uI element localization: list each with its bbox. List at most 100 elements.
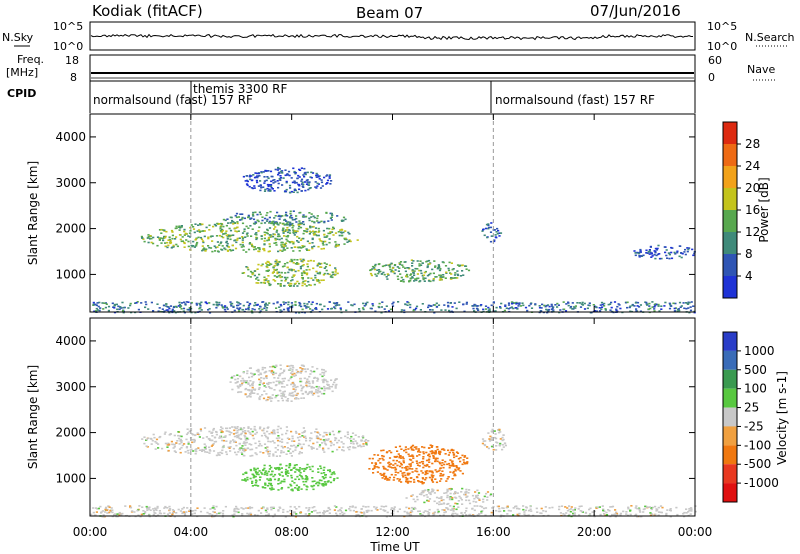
velocity-echo-cell bbox=[277, 394, 280, 396]
velocity-echo-cell bbox=[281, 441, 284, 443]
velocity-echo-cell bbox=[259, 381, 262, 384]
velocity-echo-cell bbox=[393, 455, 396, 458]
power-echo-cell bbox=[305, 269, 308, 271]
velocity-echo-cell bbox=[266, 398, 269, 401]
power-echo-cell bbox=[272, 266, 275, 268]
power-echo-cell bbox=[438, 269, 442, 272]
power-echo-cell bbox=[213, 245, 216, 247]
velocity-echo-cell bbox=[380, 474, 383, 476]
power-echo-cell bbox=[679, 245, 682, 247]
power-echo-cell bbox=[303, 283, 306, 285]
power-echo-cell bbox=[489, 240, 493, 243]
power-echo-cell bbox=[307, 301, 311, 303]
noise-tick-left-bottom: 10^0 bbox=[53, 40, 83, 53]
velocity-echo-cell bbox=[208, 438, 211, 440]
velocity-echo-cell bbox=[270, 431, 273, 434]
velocity-echo-cell bbox=[289, 505, 292, 508]
power-echo-cell bbox=[687, 307, 690, 309]
velocity-echo-cell bbox=[268, 433, 271, 435]
velocity-echo-cell bbox=[494, 433, 497, 435]
velocity-echo-cell bbox=[316, 378, 320, 380]
velocity-echo-cell bbox=[386, 469, 389, 471]
power-echo-cell bbox=[221, 245, 224, 247]
power-colorbar-tick-label: 24 bbox=[745, 159, 760, 173]
velocity-echo-cell bbox=[418, 465, 421, 467]
power-echo-cell bbox=[685, 307, 688, 310]
velocity-echo-cell bbox=[179, 435, 182, 437]
power-echo-cell bbox=[308, 233, 311, 235]
power-echo-cell bbox=[658, 253, 661, 255]
velocity-echo-cell bbox=[311, 465, 314, 468]
power-echo-cell bbox=[178, 301, 181, 304]
velocity-echo-cell bbox=[407, 453, 410, 456]
power-echo-cell bbox=[322, 244, 325, 246]
power-echo-cell bbox=[312, 267, 315, 270]
velocity-echo-cell bbox=[605, 514, 609, 516]
velocity-echo-cell bbox=[450, 461, 454, 463]
power-echo-cell bbox=[282, 232, 285, 234]
power-echo-cell bbox=[265, 307, 269, 309]
velocity-echo-cell bbox=[321, 375, 324, 378]
power-echo-cell bbox=[144, 306, 147, 309]
power-echo-cell bbox=[218, 244, 221, 246]
power-echo-cell bbox=[389, 268, 392, 271]
velocity-echo-cell bbox=[425, 470, 429, 472]
velocity-echo-cell bbox=[424, 470, 427, 473]
power-echo-cell bbox=[418, 263, 421, 265]
velocity-echo-cell bbox=[328, 385, 331, 388]
power-echo-cell bbox=[373, 267, 376, 269]
velocity-echo-cell bbox=[330, 379, 333, 381]
velocity-echo-cell bbox=[184, 451, 187, 453]
velocity-echo-cell bbox=[382, 473, 385, 475]
power-echo-cell bbox=[273, 233, 276, 236]
velocity-echo-cell bbox=[296, 488, 299, 490]
power-echo-cell bbox=[227, 246, 231, 248]
velocity-echo-cell bbox=[316, 431, 319, 434]
velocity-echo-cell bbox=[411, 510, 414, 513]
power-echo-cell bbox=[433, 311, 436, 314]
velocity-echo-cell bbox=[333, 505, 336, 507]
velocity-echo-cell bbox=[388, 479, 391, 481]
velocity-echo-cell bbox=[298, 469, 301, 471]
velocity-echo-cell bbox=[164, 431, 167, 434]
power-echo-cell bbox=[257, 185, 260, 187]
velocity-echo-cell bbox=[304, 382, 308, 384]
power-echo-cell bbox=[626, 301, 629, 304]
power-echo-cell bbox=[318, 281, 321, 284]
velocity-echo-cell bbox=[328, 433, 332, 436]
power-echo-cell bbox=[320, 181, 324, 184]
power-echo-cell bbox=[300, 260, 303, 262]
velocity-echo-cell bbox=[264, 484, 267, 486]
velocity-echo-cell bbox=[272, 381, 275, 384]
power-echo-cell bbox=[473, 310, 476, 312]
velocity-echo-cell bbox=[373, 465, 376, 467]
velocity-echo-cell bbox=[233, 509, 236, 511]
power-echo-cell bbox=[665, 249, 668, 251]
power-echo-cell bbox=[301, 274, 304, 276]
velocity-echo-cell bbox=[246, 372, 249, 375]
velocity-echo-cell bbox=[578, 505, 581, 508]
velocity-echo-cell bbox=[489, 435, 492, 438]
velocity-echo-cell bbox=[146, 446, 149, 448]
power-echo-cell bbox=[141, 237, 144, 239]
power-echo-cell bbox=[297, 263, 300, 265]
power-echo-cell bbox=[315, 176, 318, 178]
velocity-echo-cell bbox=[423, 446, 426, 449]
power-echo-cell bbox=[289, 260, 292, 263]
velocity-echo-cell bbox=[228, 433, 231, 436]
velocity-echo-cell bbox=[252, 381, 255, 383]
velocity-echo-cell bbox=[189, 428, 193, 430]
velocity-echo-cell bbox=[266, 437, 269, 440]
velocity-echo-cell bbox=[208, 446, 211, 449]
velocity-echo-cell bbox=[137, 514, 140, 517]
velocity-echo-cell bbox=[315, 385, 318, 388]
velocity-echo-cell bbox=[247, 507, 250, 509]
power-echo-cell bbox=[298, 312, 301, 314]
power-echo-cell bbox=[411, 270, 414, 272]
power-echo-cell bbox=[267, 185, 270, 188]
power-echo-cell bbox=[693, 252, 696, 255]
velocity-echo-cell bbox=[480, 512, 483, 514]
power-echo-cell bbox=[265, 309, 268, 311]
power-echo-cell bbox=[247, 275, 250, 277]
power-echo-cell bbox=[546, 311, 549, 314]
